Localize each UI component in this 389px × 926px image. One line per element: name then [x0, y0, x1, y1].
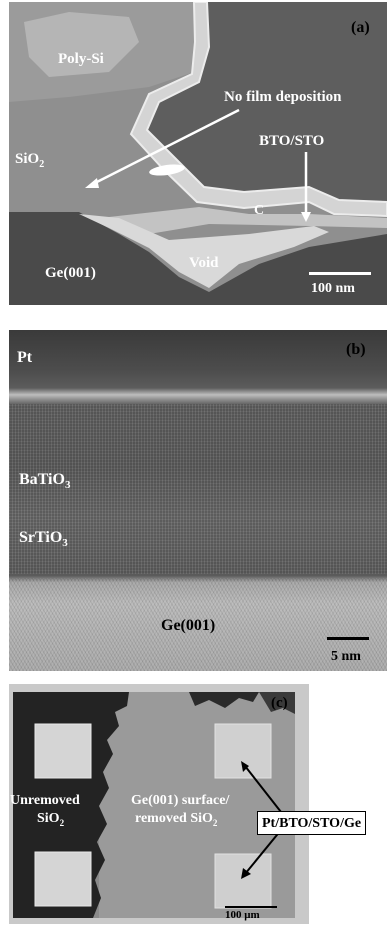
panel-a-image: [9, 2, 387, 305]
batio3-label-subscript: 3: [64, 479, 71, 492]
panel-a-scale-label: 100 nm: [311, 281, 355, 296]
ge-surface-label: Ge(001) surface/: [131, 793, 230, 808]
unremoved-sio2-subscript: 2: [59, 817, 65, 828]
removed-sio2-subscript: 2: [212, 817, 218, 828]
srtio3-label: SrTiO3: [19, 530, 68, 549]
unremoved-sio2-text: SiO: [37, 811, 60, 826]
panel-a-tag: (a): [351, 19, 370, 36]
panel-c-scale-label: 100 μm: [225, 909, 260, 921]
no-film-label: No film deposition: [224, 89, 342, 105]
panel-c-scale-bar: [225, 906, 277, 908]
removed-sio2-text: removed SiO: [135, 811, 213, 826]
removed-sio2-label: removed SiO2: [135, 812, 217, 828]
bto-sto-label: BTO/STO: [259, 133, 325, 149]
void-label: Void: [189, 255, 219, 271]
ge-label: Ge(001): [45, 265, 96, 281]
panel-c-optical-image: (c) Unremoved SiO2 Ge(001) surface/ remo…: [9, 684, 309, 924]
panel-b-scale-bar: [327, 637, 369, 640]
srtio3-label-subscript: 3: [62, 537, 68, 550]
batio3-label-text: BaTiO: [19, 471, 65, 488]
panel-b-tag: (b): [346, 341, 366, 358]
srtio3-label-text: SrTiO: [19, 529, 63, 546]
poly-si-label: Poly-Si: [58, 51, 104, 67]
pt-bto-sto-ge-label: Pt/BTO/STO/Ge: [262, 816, 362, 831]
panel-b-hrtem-image: (b) Pt BaTiO3 SrTiO3 Ge(001) 5 nm: [9, 330, 387, 671]
unremoved-sio2-label: SiO2: [37, 812, 64, 828]
panel-a-tem-cross-section: (a) Poly-Si No film deposition SiO2 BTO/…: [9, 2, 387, 305]
unremoved-label: Unremoved: [10, 793, 80, 808]
batio3-label: BaTiO3: [19, 472, 70, 491]
sio2-label-subscript: 2: [39, 159, 45, 170]
panel-b-scale-label: 5 nm: [331, 649, 361, 664]
pt-label: Pt: [17, 349, 33, 366]
panel-a-scale-bar: [309, 272, 371, 275]
ge-lattice: [9, 578, 387, 671]
perovskite-lattice: [9, 404, 387, 574]
panel-c-tag: (c): [271, 695, 288, 711]
panel-c-image: [9, 684, 309, 924]
sio2-label: SiO2: [15, 152, 44, 170]
sio2-label-text: SiO: [15, 151, 40, 167]
ge-substrate-label: Ge(001): [161, 617, 216, 634]
pt-bto-sto-ge-label-box: Pt/BTO/STO/Ge: [257, 811, 367, 835]
c-label: C: [254, 203, 265, 218]
